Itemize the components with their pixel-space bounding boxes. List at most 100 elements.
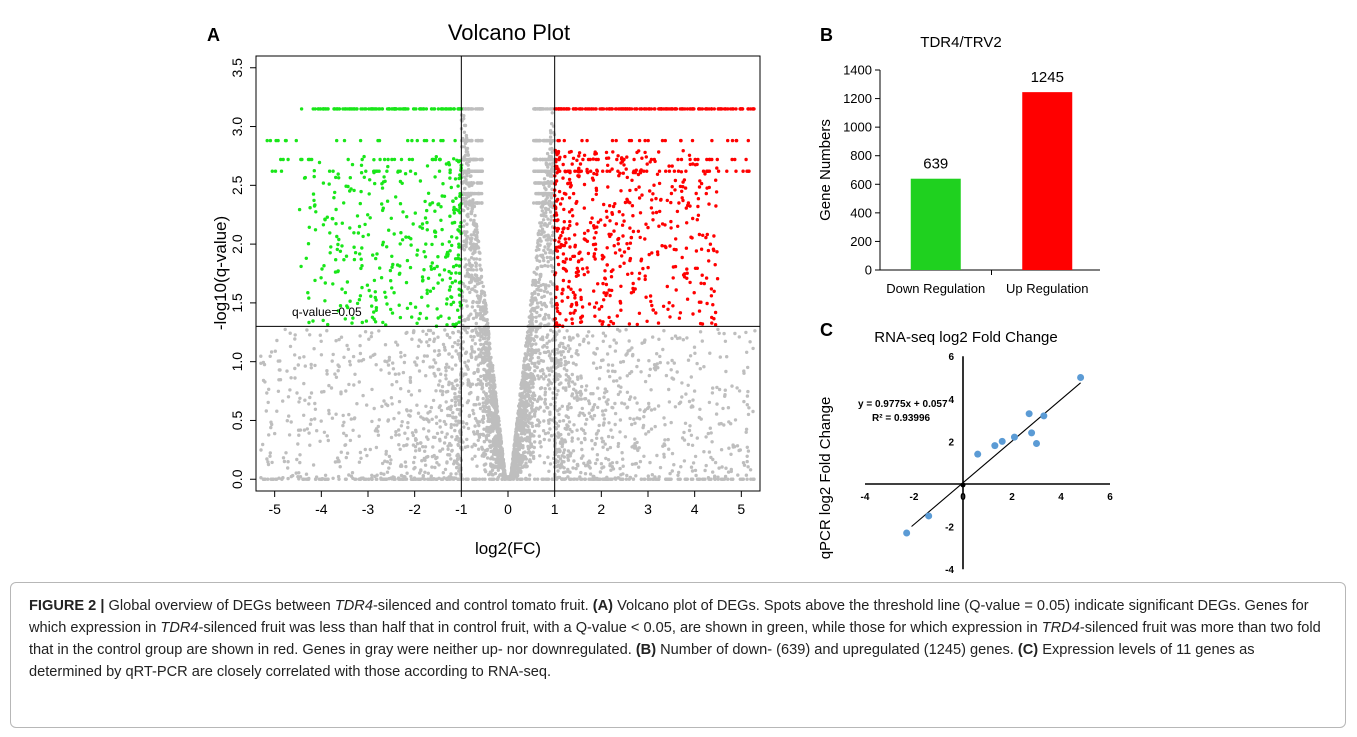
down-point <box>294 138 298 143</box>
down-point <box>457 281 462 285</box>
ns-point <box>443 328 447 332</box>
ns-point <box>391 361 395 365</box>
ns-point <box>542 344 546 348</box>
ns-point <box>579 397 583 401</box>
ns-point <box>266 477 270 481</box>
ns-point <box>592 413 597 418</box>
down-point <box>373 290 377 294</box>
ns-point <box>523 432 527 436</box>
down-point <box>360 246 364 250</box>
ns-point <box>475 331 479 335</box>
ns-point <box>472 432 477 436</box>
ns-point <box>348 363 352 367</box>
ns-point <box>550 111 554 115</box>
down-point <box>299 264 303 269</box>
ns-point <box>536 292 541 297</box>
ns-point <box>655 453 659 458</box>
ns-point <box>405 471 409 475</box>
ns-point <box>603 334 608 338</box>
ns-point <box>470 445 474 449</box>
down-point <box>375 169 379 173</box>
ns-point <box>527 403 531 407</box>
ns-point <box>621 464 625 468</box>
ns-point <box>568 377 572 381</box>
down-point <box>454 263 458 267</box>
down-point <box>391 262 395 267</box>
ns-point <box>480 307 484 311</box>
ns-point <box>467 413 472 418</box>
ns-point <box>508 475 512 479</box>
ns-point <box>608 445 613 450</box>
ns-point <box>437 349 441 353</box>
ns-point <box>561 350 565 354</box>
ns-point <box>444 365 448 370</box>
ns-point <box>407 413 411 417</box>
ns-point <box>447 352 451 356</box>
ns-point <box>481 351 486 355</box>
up-point <box>668 315 672 319</box>
ns-point <box>480 107 484 111</box>
up-point <box>620 223 625 227</box>
ns-point <box>313 407 318 411</box>
ns-point <box>605 352 610 356</box>
ns-point <box>469 233 473 237</box>
up-point <box>603 269 607 273</box>
ns-point <box>698 330 703 334</box>
ns-point <box>454 476 458 480</box>
ns-point <box>509 471 513 476</box>
ns-point <box>565 329 569 333</box>
ns-point <box>481 314 485 318</box>
ns-point <box>392 416 396 421</box>
ns-point <box>466 267 471 272</box>
up-point <box>567 196 572 200</box>
ns-point <box>468 290 472 295</box>
ns-point <box>466 359 471 363</box>
ns-point <box>384 402 388 406</box>
ns-point <box>695 361 699 366</box>
ns-point <box>606 434 611 439</box>
down-point <box>372 278 377 283</box>
ns-point <box>601 445 605 449</box>
ns-point <box>515 420 520 425</box>
ns-point <box>478 406 483 411</box>
ns-point <box>454 363 458 367</box>
ns-point <box>610 369 615 373</box>
ns-point <box>472 371 477 375</box>
ns-point <box>486 321 490 325</box>
ns-point <box>548 427 552 431</box>
ns-point <box>534 334 538 338</box>
ns-point <box>745 459 749 464</box>
down-point <box>401 210 405 214</box>
ns-point <box>539 397 543 401</box>
ns-point <box>293 333 297 337</box>
up-point <box>561 227 565 231</box>
ns-point <box>283 327 287 332</box>
ns-point <box>527 329 532 334</box>
ns-point <box>363 447 367 452</box>
ns-point <box>610 405 614 410</box>
ns-point <box>583 397 587 401</box>
ns-point <box>542 258 546 263</box>
ns-point <box>267 433 271 437</box>
ns-point <box>571 466 575 470</box>
ns-point <box>649 388 653 392</box>
ns-point <box>586 341 591 345</box>
ns-point <box>608 374 612 379</box>
ns-point <box>662 452 666 456</box>
ns-point <box>359 456 363 460</box>
up-point <box>608 293 612 298</box>
down-point <box>312 204 317 208</box>
up-point <box>580 305 585 309</box>
ns-point <box>543 390 548 394</box>
up-point <box>670 185 674 189</box>
down-point <box>389 216 393 220</box>
ns-point <box>559 363 563 368</box>
ns-point <box>474 237 478 241</box>
ns-point <box>574 389 578 393</box>
ns-point <box>542 377 546 381</box>
ns-point <box>278 359 282 363</box>
up-point <box>588 220 593 225</box>
up-point <box>650 303 654 308</box>
ns-point <box>515 428 519 433</box>
ns-point <box>474 403 478 407</box>
